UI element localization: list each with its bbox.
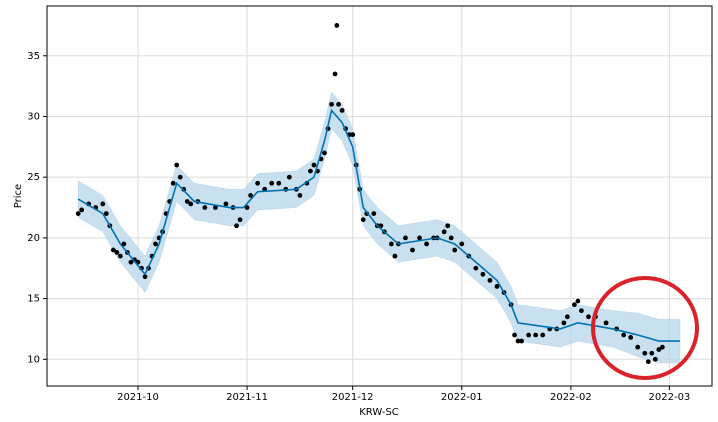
- data-point: [410, 247, 415, 253]
- x-tick-label: 2021-11: [226, 392, 268, 403]
- data-point: [332, 71, 338, 77]
- data-point: [269, 180, 275, 186]
- plot-frame: [46, 5, 713, 387]
- data-point: [473, 265, 479, 271]
- data-point: [656, 347, 662, 352]
- data-point: [100, 201, 106, 207]
- data-point: [642, 350, 648, 356]
- data-point: [336, 101, 341, 107]
- data-point: [248, 192, 254, 198]
- data-point: [237, 217, 243, 223]
- data-point: [621, 332, 627, 338]
- data-point: [177, 174, 183, 180]
- y-tick-label: 35: [27, 51, 40, 62]
- data-point: [213, 205, 218, 210]
- data-point: [181, 186, 187, 192]
- data-point: [649, 350, 655, 356]
- data-point: [255, 180, 261, 186]
- plot: [75, 23, 681, 365]
- data-point: [334, 23, 340, 28]
- data-point: [635, 344, 641, 350]
- data-point: [564, 314, 570, 320]
- data-point: [575, 298, 581, 304]
- data-point: [153, 241, 158, 247]
- data-point: [329, 101, 334, 107]
- data-point: [308, 168, 313, 174]
- data-point: [350, 132, 356, 138]
- x-tick-label: 2022-03: [649, 392, 691, 403]
- data-point: [441, 229, 447, 235]
- data-point: [403, 235, 408, 241]
- data-point: [174, 162, 180, 168]
- data-point: [659, 344, 665, 350]
- data-point: [628, 335, 634, 340]
- y-tick-label: 20: [27, 233, 40, 244]
- data-point: [424, 241, 429, 247]
- data-point: [533, 332, 539, 338]
- data-point: [452, 247, 458, 253]
- data-point: [448, 235, 454, 241]
- data-point: [184, 199, 190, 204]
- y-tick-label: 15: [27, 294, 40, 305]
- data-point: [494, 284, 500, 289]
- data-point: [117, 253, 123, 259]
- y-tick-label: 30: [27, 111, 40, 122]
- data-point: [480, 271, 486, 277]
- data-point: [110, 247, 116, 253]
- data-point: [276, 180, 282, 186]
- data-point: [114, 250, 120, 255]
- data-point: [360, 217, 366, 223]
- data-point: [170, 180, 176, 186]
- data-point: [103, 211, 109, 217]
- data-point: [487, 277, 493, 283]
- x-tick-label: 2021-10: [117, 392, 159, 403]
- data-point: [445, 223, 451, 229]
- x-tick-label: 2021-12: [332, 392, 374, 403]
- data-point: [202, 205, 208, 210]
- y-axis-label: Price: [13, 184, 24, 208]
- data-point: [286, 174, 292, 180]
- data-point: [371, 211, 377, 217]
- data-point: [339, 108, 345, 113]
- data-point: [79, 207, 85, 213]
- data-point: [561, 320, 567, 326]
- x-tick-label: 2022-02: [550, 392, 592, 403]
- data-point: [579, 308, 584, 314]
- data-point: [388, 241, 394, 247]
- data-point: [512, 332, 517, 338]
- data-point: [392, 253, 398, 259]
- data-point: [128, 259, 134, 265]
- data-point: [586, 314, 591, 320]
- forecast-line: [77, 108, 680, 342]
- data-point: [459, 241, 465, 247]
- data-point: [234, 223, 239, 229]
- data-point: [515, 338, 521, 344]
- data-point: [417, 235, 422, 241]
- data-point: [297, 192, 303, 198]
- data-point: [75, 211, 81, 217]
- data-point: [519, 338, 524, 344]
- data-point: [603, 320, 609, 326]
- data-point: [526, 332, 532, 338]
- x-axis-label: KRW-SC: [359, 407, 399, 418]
- data-point: [571, 302, 577, 308]
- data-point: [540, 332, 546, 338]
- data-point: [311, 162, 317, 168]
- data-point: [322, 150, 327, 156]
- data-point: [244, 205, 250, 210]
- data-point: [188, 201, 194, 207]
- highlight-circle: [591, 276, 699, 380]
- y-tick-label: 10: [27, 354, 40, 365]
- data-point: [142, 274, 148, 280]
- x-tick-label: 2022-01: [441, 392, 483, 403]
- data-point: [121, 241, 127, 247]
- data-point: [223, 201, 229, 207]
- y-tick-label: 25: [27, 172, 40, 183]
- data-point: [645, 359, 651, 365]
- data-point: [652, 356, 658, 362]
